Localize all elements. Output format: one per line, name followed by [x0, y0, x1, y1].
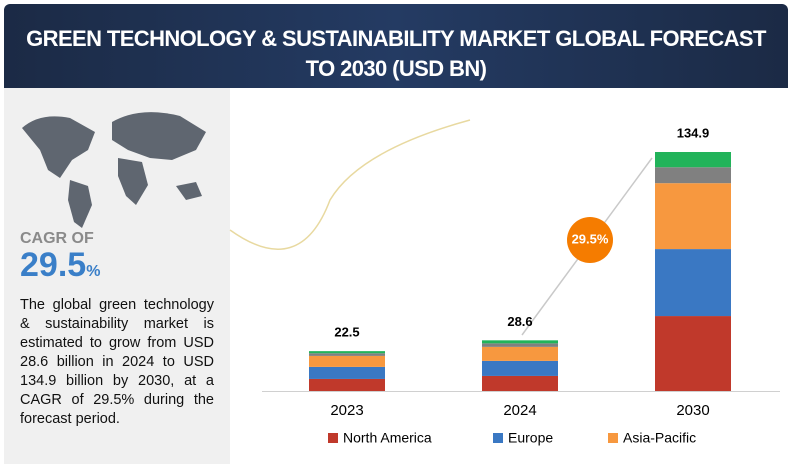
cagr-label: CAGR OF [20, 230, 94, 247]
bar-segment [309, 355, 385, 367]
legend-swatch [608, 433, 618, 443]
bar-segment [655, 167, 731, 184]
bar-segment [482, 346, 558, 361]
cagr-value: 29.5% [20, 246, 100, 285]
bar-segment [482, 360, 558, 376]
bar-segment [655, 316, 731, 391]
world-map [22, 112, 206, 228]
x-tick-label: 2030 [676, 402, 709, 419]
legend-label: Europe [508, 430, 553, 446]
x-tick-label: 2023 [330, 402, 363, 419]
x-tick-label: 2024 [503, 402, 536, 419]
decor-curve [229, 119, 471, 250]
total-label: 28.6 [507, 314, 532, 329]
bar-segment [655, 249, 731, 317]
legend-swatch [328, 433, 338, 443]
bar-segment [309, 351, 385, 354]
header: GREEN TECHNOLOGY & SUSTAINABILITY MARKET… [4, 4, 788, 88]
total-label: 134.9 [677, 125, 710, 140]
cagr-bubble [567, 217, 613, 263]
bar-segment [309, 353, 385, 356]
cagr-bubble-label: 29.5% [572, 231, 609, 246]
bar-segment [482, 340, 558, 344]
legend-label: Asia-Pacific [623, 430, 696, 446]
bar-segment [655, 152, 731, 168]
total-label: 22.5 [334, 325, 359, 340]
legend-swatch [493, 433, 503, 443]
cagr-number: 29.5 [20, 246, 87, 284]
bar-segment [309, 378, 385, 391]
title: GREEN TECHNOLOGY & SUSTAINABILITY MARKET… [26, 26, 766, 81]
bar-segment [655, 183, 731, 250]
description: The global green technology & sustainabi… [20, 297, 214, 427]
legend-label: North America [343, 430, 432, 446]
bar-segment [309, 366, 385, 379]
cagr-unit: % [86, 263, 101, 280]
bar-segment [482, 343, 558, 347]
bar-segment [482, 375, 558, 391]
